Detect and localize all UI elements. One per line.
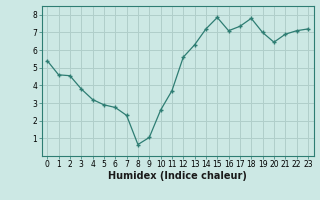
X-axis label: Humidex (Indice chaleur): Humidex (Indice chaleur) [108, 171, 247, 181]
